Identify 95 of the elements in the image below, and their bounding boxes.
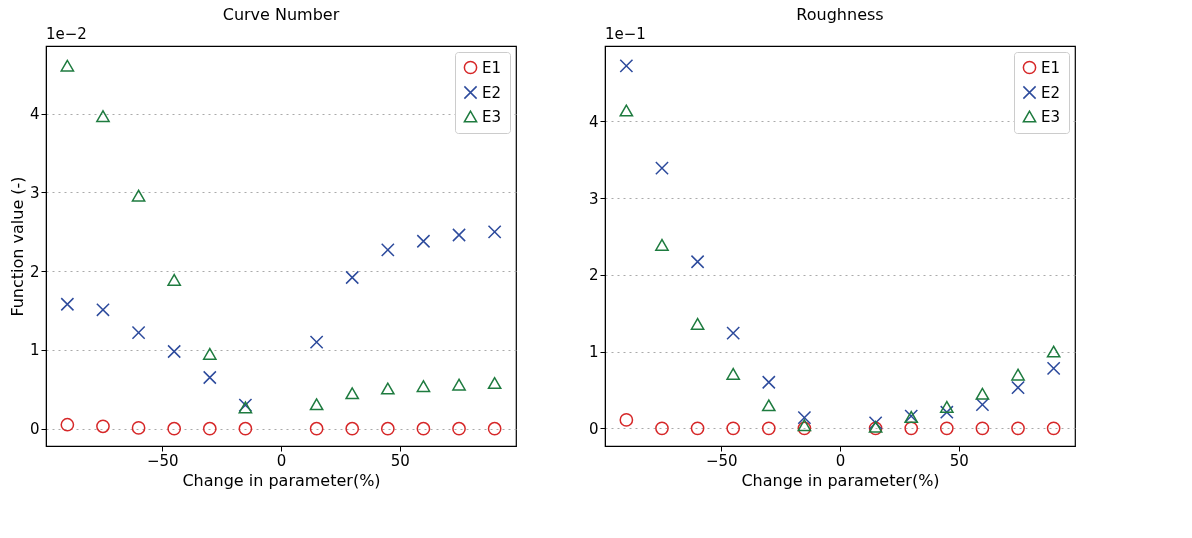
legend-label: E3: [482, 107, 502, 126]
point: [345, 387, 360, 400]
x-tick-label: 0: [276, 451, 287, 470]
point: [690, 421, 705, 436]
point: [761, 375, 776, 390]
y-tick-label: 1: [29, 341, 40, 360]
point: [1011, 368, 1025, 381]
point: [1011, 421, 1025, 436]
point: [619, 413, 634, 427]
legend-label: E3: [1041, 107, 1061, 126]
point: [797, 419, 812, 432]
point: [345, 270, 360, 285]
point: [60, 417, 75, 432]
point: [202, 370, 217, 385]
text: 1e−2: [46, 25, 87, 43]
point: [939, 421, 954, 436]
point: [60, 59, 75, 72]
point: [761, 421, 776, 436]
chart-title: Curve Number: [222, 5, 340, 24]
y-tick-label: 4: [29, 105, 40, 124]
point: [761, 399, 776, 412]
point: [416, 380, 431, 393]
point: [167, 421, 182, 436]
point: [238, 421, 253, 436]
point: [655, 421, 669, 436]
x-axis-title: Change in parameter(%): [741, 470, 940, 490]
point: [487, 421, 502, 436]
point: [619, 104, 634, 117]
y-tick-label: 2: [588, 266, 599, 285]
point: [380, 421, 395, 436]
x-axis-title: Change in parameter(%): [182, 470, 381, 490]
point: [309, 335, 324, 349]
x-tick-label: 50: [390, 451, 410, 470]
chart-title: Roughness: [796, 5, 884, 24]
point: [452, 228, 466, 242]
point: [797, 421, 812, 436]
y-tick-label: 2: [29, 262, 40, 281]
point: [655, 161, 669, 175]
point: [452, 421, 466, 436]
x-tick-label: 0: [835, 451, 846, 470]
point: [1046, 421, 1061, 436]
y-tick-label: 0: [588, 419, 599, 438]
text: 1e−1: [605, 25, 646, 43]
point: [416, 234, 431, 249]
point: [202, 421, 217, 436]
y-tick-label: 3: [29, 183, 40, 202]
point: [904, 421, 919, 436]
point: [380, 382, 395, 395]
point: [797, 410, 812, 425]
point: [309, 421, 324, 436]
point: [487, 224, 502, 239]
point: [726, 367, 741, 380]
point: [939, 400, 954, 413]
point: [96, 302, 110, 317]
y-tick-label: 3: [588, 189, 599, 208]
legend-label: E1: [482, 58, 502, 77]
x-tick-label: −50: [146, 451, 179, 470]
point: [96, 110, 110, 123]
y-tick-label: 1: [588, 343, 599, 362]
x-tick-label: 50: [949, 451, 969, 470]
point: [167, 273, 182, 286]
point: [487, 376, 502, 390]
point: [131, 421, 146, 435]
point: [726, 421, 741, 436]
point: [167, 344, 182, 359]
point: [726, 326, 741, 341]
y-tick-label: 0: [29, 420, 40, 439]
point: [60, 297, 75, 312]
point: [1011, 380, 1025, 395]
legend-label: E2: [482, 83, 502, 102]
legend-label: E1: [1041, 58, 1061, 77]
point: [939, 405, 954, 420]
point: [452, 378, 466, 391]
point: [619, 59, 634, 73]
point: [1046, 361, 1061, 376]
legend-label: E2: [1041, 83, 1061, 102]
point: [416, 421, 431, 436]
point: [202, 347, 217, 360]
point: [690, 254, 705, 269]
point: [96, 419, 110, 434]
point: [975, 387, 990, 400]
point: [975, 421, 990, 436]
y-axis-title: Function value (-): [7, 176, 27, 317]
x-tick-label: −50: [705, 451, 738, 470]
point: [309, 398, 324, 411]
point: [868, 416, 883, 430]
point: [690, 317, 705, 330]
point: [345, 421, 360, 436]
point: [380, 243, 395, 257]
point: [655, 238, 669, 251]
point: [1046, 345, 1061, 358]
point: [131, 189, 146, 202]
y-tick-label: 4: [588, 112, 599, 131]
point: [131, 325, 146, 340]
point: [975, 397, 990, 412]
